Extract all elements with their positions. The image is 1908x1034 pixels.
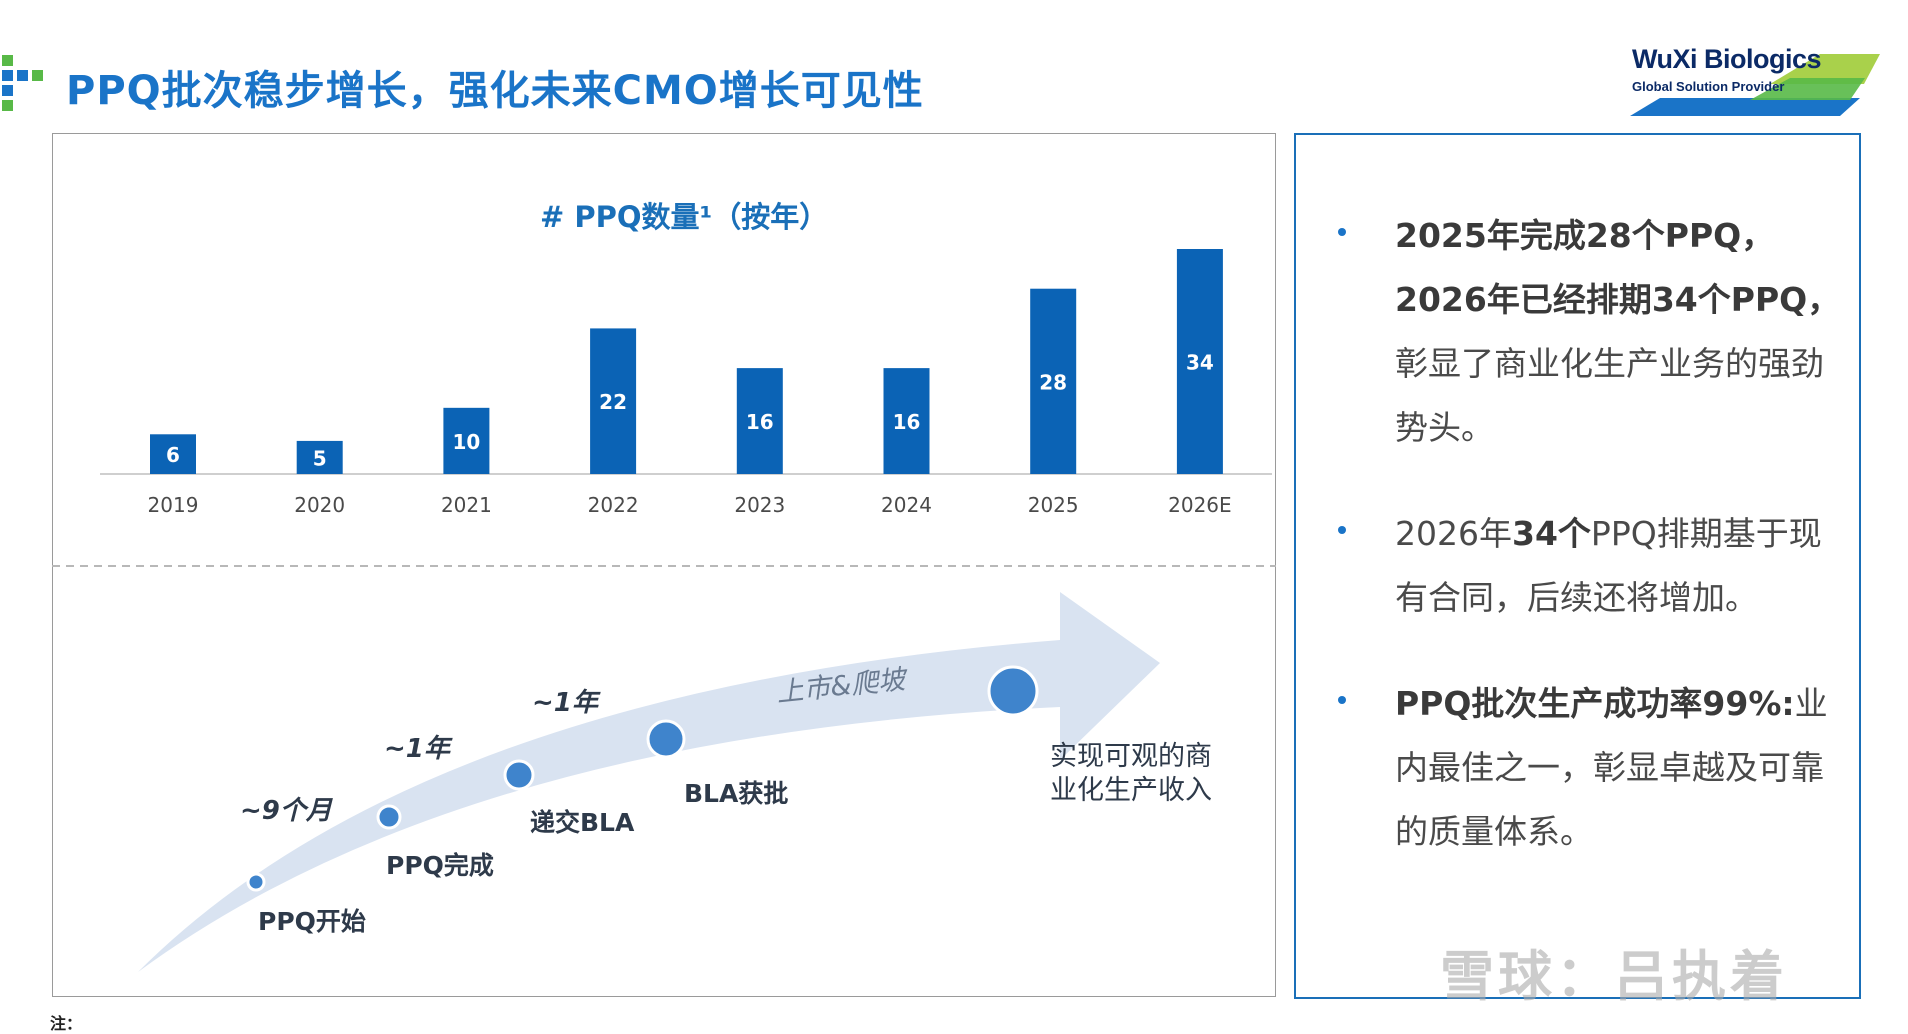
data-label-2023: 16 — [746, 410, 774, 434]
chart-title: # PPQ数量¹（按年） — [540, 200, 829, 234]
corner-square — [2, 70, 13, 81]
bullet-icon — [1338, 526, 1346, 534]
bullet-item: PPQ批次生产成功率99%:业内最佳之一，彰显卓越及可靠的质量体系。 — [1338, 672, 1843, 864]
x-tick-label-2022: 2022 — [588, 493, 639, 517]
timeline-duration: ~9个月 — [240, 796, 332, 826]
timeline-stage-label: PPQ完成 — [386, 851, 494, 880]
x-tick-label-2026E: 2026E — [1168, 493, 1232, 517]
growth-arrow-icon — [138, 592, 1160, 972]
corner-square — [2, 85, 13, 96]
bar-2022 — [590, 328, 637, 474]
page-title: PPQ批次稳步增长，强化未来CMO增长可见性 — [66, 68, 924, 114]
data-label-2021: 10 — [452, 430, 480, 454]
data-label-2022: 22 — [599, 390, 627, 414]
watermark: 雪球：吕执着 — [1440, 945, 1788, 1008]
logo-name: WuXi Biologics — [1632, 44, 1822, 74]
corner-square — [2, 100, 13, 111]
x-tick-label-2024: 2024 — [881, 493, 932, 517]
data-label-2024: 16 — [893, 410, 921, 434]
corner-square — [2, 55, 13, 66]
company-logo: WuXi Biologics Global Solution Provider — [1620, 44, 1880, 120]
data-label-2019: 6 — [166, 443, 180, 467]
bullet-item: 2026年34个PPQ排期基于现有合同，后续还将增加。 — [1338, 502, 1843, 630]
timeline-duration: ~1年 — [532, 688, 598, 718]
bullet-text: PPQ排期基于现有合同，后续还将增加。 — [1395, 514, 1822, 617]
bar-2024 — [883, 368, 930, 474]
logo-swoosh-icon — [1630, 54, 1880, 116]
bar-2023 — [736, 368, 783, 474]
timeline-duration: ~1年 — [384, 734, 450, 764]
timeline-stage-label: BLA获批 — [684, 779, 789, 808]
bar-2026E — [1176, 249, 1223, 474]
bullet-bold: PPQ批次生产成功率99%: — [1395, 684, 1795, 723]
data-label-2025: 28 — [1039, 370, 1067, 394]
corner-square — [17, 70, 28, 81]
summary-bullets: 2025年完成28个PPQ，2026年已经排期34个PPQ， 彰显了商业化生产业务… — [1338, 204, 1843, 906]
timeline-node — [503, 759, 535, 791]
bullet-text-pre: 2026年 — [1395, 514, 1512, 553]
data-label-2020: 5 — [313, 446, 327, 470]
footnote: 注： — [50, 1014, 83, 1033]
x-tick-label-2019: 2019 — [148, 493, 199, 517]
timeline-node — [646, 719, 686, 759]
logo-tagline: Global Solution Provider — [1632, 79, 1785, 94]
x-tick-label-2025: 2025 — [1028, 493, 1079, 517]
bullet-item: 2025年完成28个PPQ，2026年已经排期34个PPQ， 彰显了商业化生产业务… — [1338, 204, 1843, 460]
x-tick-label-2021: 2021 — [441, 493, 492, 517]
summary-panel — [1294, 133, 1861, 999]
bar-2019 — [150, 434, 196, 474]
corner-square — [32, 70, 43, 81]
bar-2020 — [296, 440, 343, 474]
timeline-final-label: 实现可观的商 业化生产收入 — [1050, 741, 1212, 806]
bullet-bold: 34个 — [1511, 514, 1591, 553]
x-tick-label-2023: 2023 — [734, 493, 785, 517]
timeline-node — [376, 804, 402, 830]
data-label-2026E: 34 — [1186, 351, 1214, 375]
bar-2025 — [1030, 288, 1077, 474]
bullet-text: 彰显了商业化生产业务的强劲势头。 — [1395, 344, 1824, 447]
x-tick-label-2020: 2020 — [294, 493, 345, 517]
bullet-text: 业内最佳之一，彰显卓越及可靠的质量体系。 — [1395, 684, 1828, 851]
bar-2021 — [443, 407, 490, 474]
bullet-icon — [1338, 696, 1346, 704]
timeline-node — [987, 665, 1039, 717]
bullet-icon — [1338, 228, 1346, 236]
timeline-stage-label: 递交BLA — [530, 808, 635, 837]
timeline-stage-label: PPQ开始 — [258, 907, 366, 936]
bullet-bold: 2025年完成28个PPQ，2026年已经排期34个PPQ， — [1395, 216, 1841, 319]
timeline-node — [246, 872, 266, 892]
